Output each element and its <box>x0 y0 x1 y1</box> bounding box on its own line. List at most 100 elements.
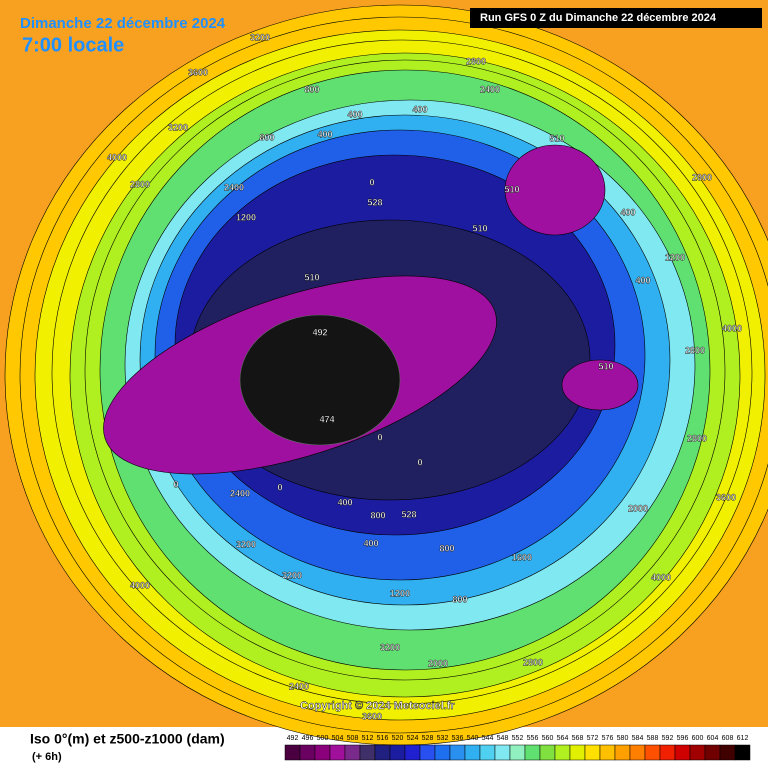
contour-label: 1200 <box>665 252 685 262</box>
scale-label: 612 <box>737 735 749 742</box>
scale-label: 548 <box>497 735 509 742</box>
scale-swatch <box>434 744 451 761</box>
contour-label: 800 <box>304 84 319 94</box>
scale-swatch <box>509 744 526 761</box>
scale-swatch <box>359 744 376 761</box>
scale-swatch <box>479 744 496 761</box>
scale-swatch <box>584 744 601 761</box>
time: 7:00 locale <box>22 34 124 56</box>
contour-label: 0 <box>173 479 178 489</box>
contour-label: 400 <box>635 275 650 285</box>
contour-label: 2000 <box>692 172 712 182</box>
scale-label: 516 <box>377 735 389 742</box>
scale-swatch <box>449 744 466 761</box>
contour-label: 2800 <box>685 345 705 355</box>
contour-label: 0 <box>277 482 282 492</box>
contour-label: 2800 <box>130 179 150 189</box>
contour-label: 528 <box>401 509 416 519</box>
date: Dimanche 22 décembre 2024 <box>20 15 226 32</box>
contour-label: 510 <box>304 272 319 282</box>
scale-swatch <box>419 744 436 761</box>
contour-label: 800 <box>370 510 385 520</box>
scale-label: 536 <box>452 735 464 742</box>
contour-label: 510 <box>598 361 613 371</box>
scale-swatch <box>314 744 331 761</box>
contour-label: 2000 <box>628 503 648 513</box>
contour-label: 4000 <box>130 580 150 590</box>
scale-label: 608 <box>722 735 734 742</box>
contour-label: 510 <box>504 184 519 194</box>
scale-swatch <box>329 744 346 761</box>
scale-swatch <box>344 744 361 761</box>
contour-label: 3200 <box>168 122 188 132</box>
contour-label: 1600 <box>512 552 532 562</box>
scale-swatch <box>464 744 481 761</box>
scale-label: 584 <box>632 735 644 742</box>
scale-label: 604 <box>707 735 719 742</box>
contour-label: 4000 <box>722 323 742 333</box>
scale-label: 544 <box>482 735 494 742</box>
scale-swatch <box>644 744 661 761</box>
scale-label: 552 <box>512 735 524 742</box>
contour-label: 2400 <box>480 84 500 94</box>
scale-label: 492 <box>287 735 299 742</box>
contour-label: 4000 <box>107 152 127 162</box>
contour-label: 1200 <box>236 212 256 222</box>
scale-label: 500 <box>317 735 329 742</box>
scale-label: 572 <box>587 735 599 742</box>
contour-label: 492 <box>312 327 327 337</box>
contour-label: 2400 <box>289 681 309 691</box>
contour-label: 400 <box>317 129 332 139</box>
scale-swatch <box>524 744 541 761</box>
scale-swatch <box>389 744 406 761</box>
scale-label: 564 <box>557 735 569 742</box>
contour-label: 2800 <box>687 433 707 443</box>
scale-label: 556 <box>527 735 539 742</box>
scale-swatch <box>599 744 616 761</box>
scale-label: 592 <box>662 735 674 742</box>
scale-label: 512 <box>362 735 374 742</box>
contour-label: 474 <box>319 414 334 424</box>
scale-label: 576 <box>602 735 614 742</box>
contour-label: 2800 <box>466 56 486 66</box>
scale-swatch <box>734 744 751 761</box>
scale-swatch <box>494 744 511 761</box>
contour-label: 3600 <box>362 711 382 721</box>
scale-swatch <box>629 744 646 761</box>
scale-label: 540 <box>467 735 479 742</box>
scale-label: 596 <box>677 735 689 742</box>
scale-label: 600 <box>692 735 704 742</box>
scale-swatch <box>704 744 721 761</box>
run: Run GFS 0 Z du Dimanche 22 décembre 2024 <box>480 12 717 24</box>
scale-label: 528 <box>422 735 434 742</box>
scale-label: 568 <box>572 735 584 742</box>
contour-label: 3200 <box>380 642 400 652</box>
scale-swatch <box>689 744 706 761</box>
contour-label: 2400 <box>224 182 244 192</box>
scale-label: 532 <box>437 735 449 742</box>
contour-label: 800 <box>259 132 274 142</box>
contour-label: 510 <box>549 133 564 143</box>
contour-label: 510 <box>472 223 487 233</box>
scale-swatch <box>719 744 736 761</box>
contour-label: 0 <box>417 457 422 467</box>
scale-swatch <box>659 744 676 761</box>
contour-label: 400 <box>620 207 635 217</box>
scale-label: 496 <box>302 735 314 742</box>
contour-label: 400 <box>347 109 362 119</box>
scale-label: 520 <box>392 735 404 742</box>
contour-label: 3200 <box>236 539 256 549</box>
contour-label: 3200 <box>282 570 302 580</box>
contour-label: 4000 <box>651 572 671 582</box>
scale-swatch <box>674 744 691 761</box>
contour-label: 800 <box>452 594 467 604</box>
contour-label: 2400 <box>230 488 250 498</box>
field <box>4 4 768 746</box>
scale-swatch <box>374 744 391 761</box>
footer-title: Iso 0°(m) et z500-z1000 (dam) <box>30 731 225 747</box>
scale-label: 524 <box>407 735 419 742</box>
scale-swatch <box>404 744 421 761</box>
scale-swatch <box>614 744 631 761</box>
